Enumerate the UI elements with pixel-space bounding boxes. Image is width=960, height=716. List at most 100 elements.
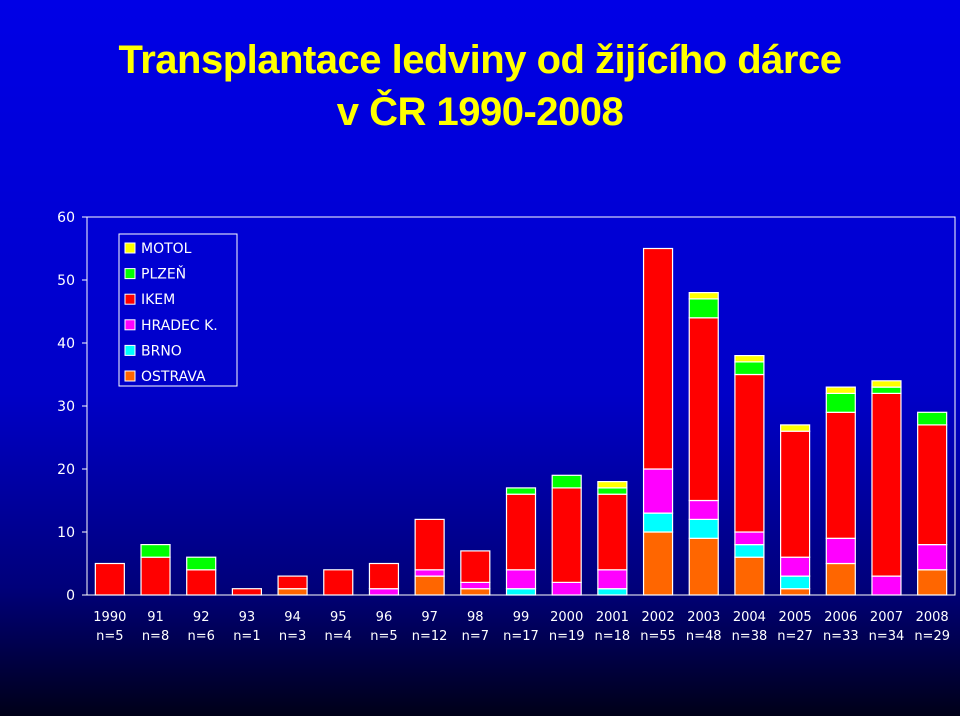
- x-category-label: 95: [330, 610, 347, 625]
- x-count-label: n=4: [325, 629, 352, 644]
- bar-segment-plze: [140, 543, 171, 558]
- x-category-label: 97: [421, 610, 438, 625]
- bars: [94, 247, 948, 596]
- x-count-label: n=38: [732, 629, 768, 644]
- bar-segment-motol: [734, 355, 765, 363]
- bar-segment-ikem: [94, 562, 125, 596]
- chart-title-line-1: Transplantace ledviny od žijícího dárce: [118, 38, 842, 82]
- legend-swatch: [124, 293, 136, 305]
- x-count-label: n=5: [370, 629, 397, 644]
- y-axis: 0 10 20 30 40 50 60: [57, 210, 87, 604]
- bar-segment-hradec-k: [460, 581, 491, 590]
- x-count-label: n=34: [869, 629, 905, 644]
- x-category-label: 98: [467, 610, 484, 625]
- bar-segment-ikem: [231, 588, 262, 596]
- x-category-label: 94: [284, 610, 301, 625]
- bar-segment-ikem: [917, 424, 948, 546]
- bar-segment-hradec-k: [414, 569, 445, 577]
- bar-segment-ikem: [780, 430, 811, 558]
- bar-segment-motol: [597, 481, 628, 489]
- y-tick-label: 50: [57, 273, 75, 289]
- bar-segment-ikem: [186, 569, 217, 596]
- bar-segment-ostrava: [688, 537, 719, 596]
- x-category-label: 2006: [824, 610, 857, 625]
- x-category-label: 91: [147, 610, 164, 625]
- legend-swatch: [124, 344, 136, 356]
- bar-segment-ikem: [460, 550, 491, 584]
- bar-segment-plze: [186, 556, 217, 571]
- bar-segment-ikem: [414, 518, 445, 571]
- bar-segment-hradec-k: [688, 499, 719, 520]
- bar-segment-motol: [871, 380, 902, 388]
- x-category-label: 2001: [596, 610, 629, 625]
- bar-segment-hradec-k: [505, 569, 537, 590]
- y-tick-label: 30: [57, 399, 75, 415]
- bar-segment-ikem: [277, 575, 308, 590]
- x-count-label: n=5: [96, 629, 123, 644]
- x-count-label: n=12: [412, 629, 448, 644]
- bar-segment-ikem: [140, 556, 171, 596]
- chart-title-line-2: v ČR 1990-2008: [336, 90, 624, 134]
- bar-segment-ostrava: [825, 562, 856, 596]
- legend-label: OSTRAVA: [141, 369, 206, 385]
- bar-segment-motol: [780, 424, 811, 432]
- bar-segment-hradec-k: [597, 569, 628, 590]
- x-category-label: 2004: [733, 610, 766, 625]
- bar-segment-ikem: [551, 487, 582, 583]
- x-category-label: 1990: [93, 610, 126, 625]
- x-category-label: 2005: [779, 610, 812, 625]
- x-count-label: n=29: [914, 629, 950, 644]
- x-count-label: n=3: [279, 629, 306, 644]
- legend-swatch: [124, 268, 136, 280]
- legend-swatch: [124, 319, 136, 331]
- x-category-label: 2003: [687, 610, 720, 625]
- bar-segment-hradec-k: [368, 588, 400, 596]
- bar-segment-ostrava: [414, 575, 445, 596]
- bar-segment-hradec-k: [642, 468, 674, 514]
- x-count-label: n=27: [777, 629, 813, 644]
- bar-segment-hradec-k: [734, 531, 765, 546]
- bar-segment-brno: [505, 588, 537, 596]
- bar-segment-brno: [688, 518, 719, 539]
- bar-segment-motol: [688, 292, 719, 300]
- bar-segment-plze: [551, 474, 582, 489]
- legend-swatch: [124, 370, 136, 382]
- legend-swatch: [124, 242, 136, 254]
- bar-segment-plze: [688, 298, 719, 319]
- bar-segment-hradec-k: [825, 537, 856, 565]
- x-category-label: 99: [513, 610, 530, 625]
- bar-segment-ostrava: [642, 531, 674, 596]
- legend: MOTOL PLZEŇ IKEM HRADEC K. BRNO OSTRAVA: [118, 233, 238, 387]
- x-axis: 1990 n=5 91 n=8 92 n=6 93 n=1 94 n=3 95 n=4 96 n=5 97 n…: [93, 610, 950, 644]
- x-count-label: n=19: [549, 629, 585, 644]
- bar-segment-brno: [780, 575, 811, 590]
- bar-segment-ostrava: [277, 588, 308, 596]
- bar-segment-ikem: [505, 493, 537, 571]
- bar-segment-hradec-k: [917, 543, 948, 571]
- bar-segment-brno: [642, 512, 674, 533]
- legend-box: [118, 233, 238, 387]
- bar-segment-ikem: [871, 392, 902, 577]
- x-count-label: n=8: [142, 629, 169, 644]
- x-category-label: 2008: [916, 610, 949, 625]
- x-count-label: n=17: [503, 629, 539, 644]
- bar-segment-ikem: [323, 569, 354, 596]
- legend-label: IKEM: [141, 292, 175, 308]
- x-count-label: n=1: [233, 629, 260, 644]
- bar-segment-motol: [825, 386, 856, 395]
- bar-segment-plze: [917, 411, 948, 426]
- bar-segment-hradec-k: [871, 575, 902, 596]
- bar-segment-ikem: [368, 562, 400, 590]
- legend-label: BRNO: [141, 343, 182, 359]
- y-tick-label: 40: [57, 336, 75, 352]
- x-count-label: n=33: [823, 629, 859, 644]
- bar-segment-ostrava: [780, 588, 811, 596]
- bar-segment-plze: [597, 487, 628, 495]
- bar-segment-brno: [597, 588, 628, 596]
- bar-segment-ikem: [597, 493, 628, 571]
- y-tick-label: 0: [66, 588, 75, 604]
- x-count-label: n=18: [595, 629, 631, 644]
- bar-segment-plze: [825, 392, 856, 413]
- y-tick-label: 60: [57, 210, 75, 226]
